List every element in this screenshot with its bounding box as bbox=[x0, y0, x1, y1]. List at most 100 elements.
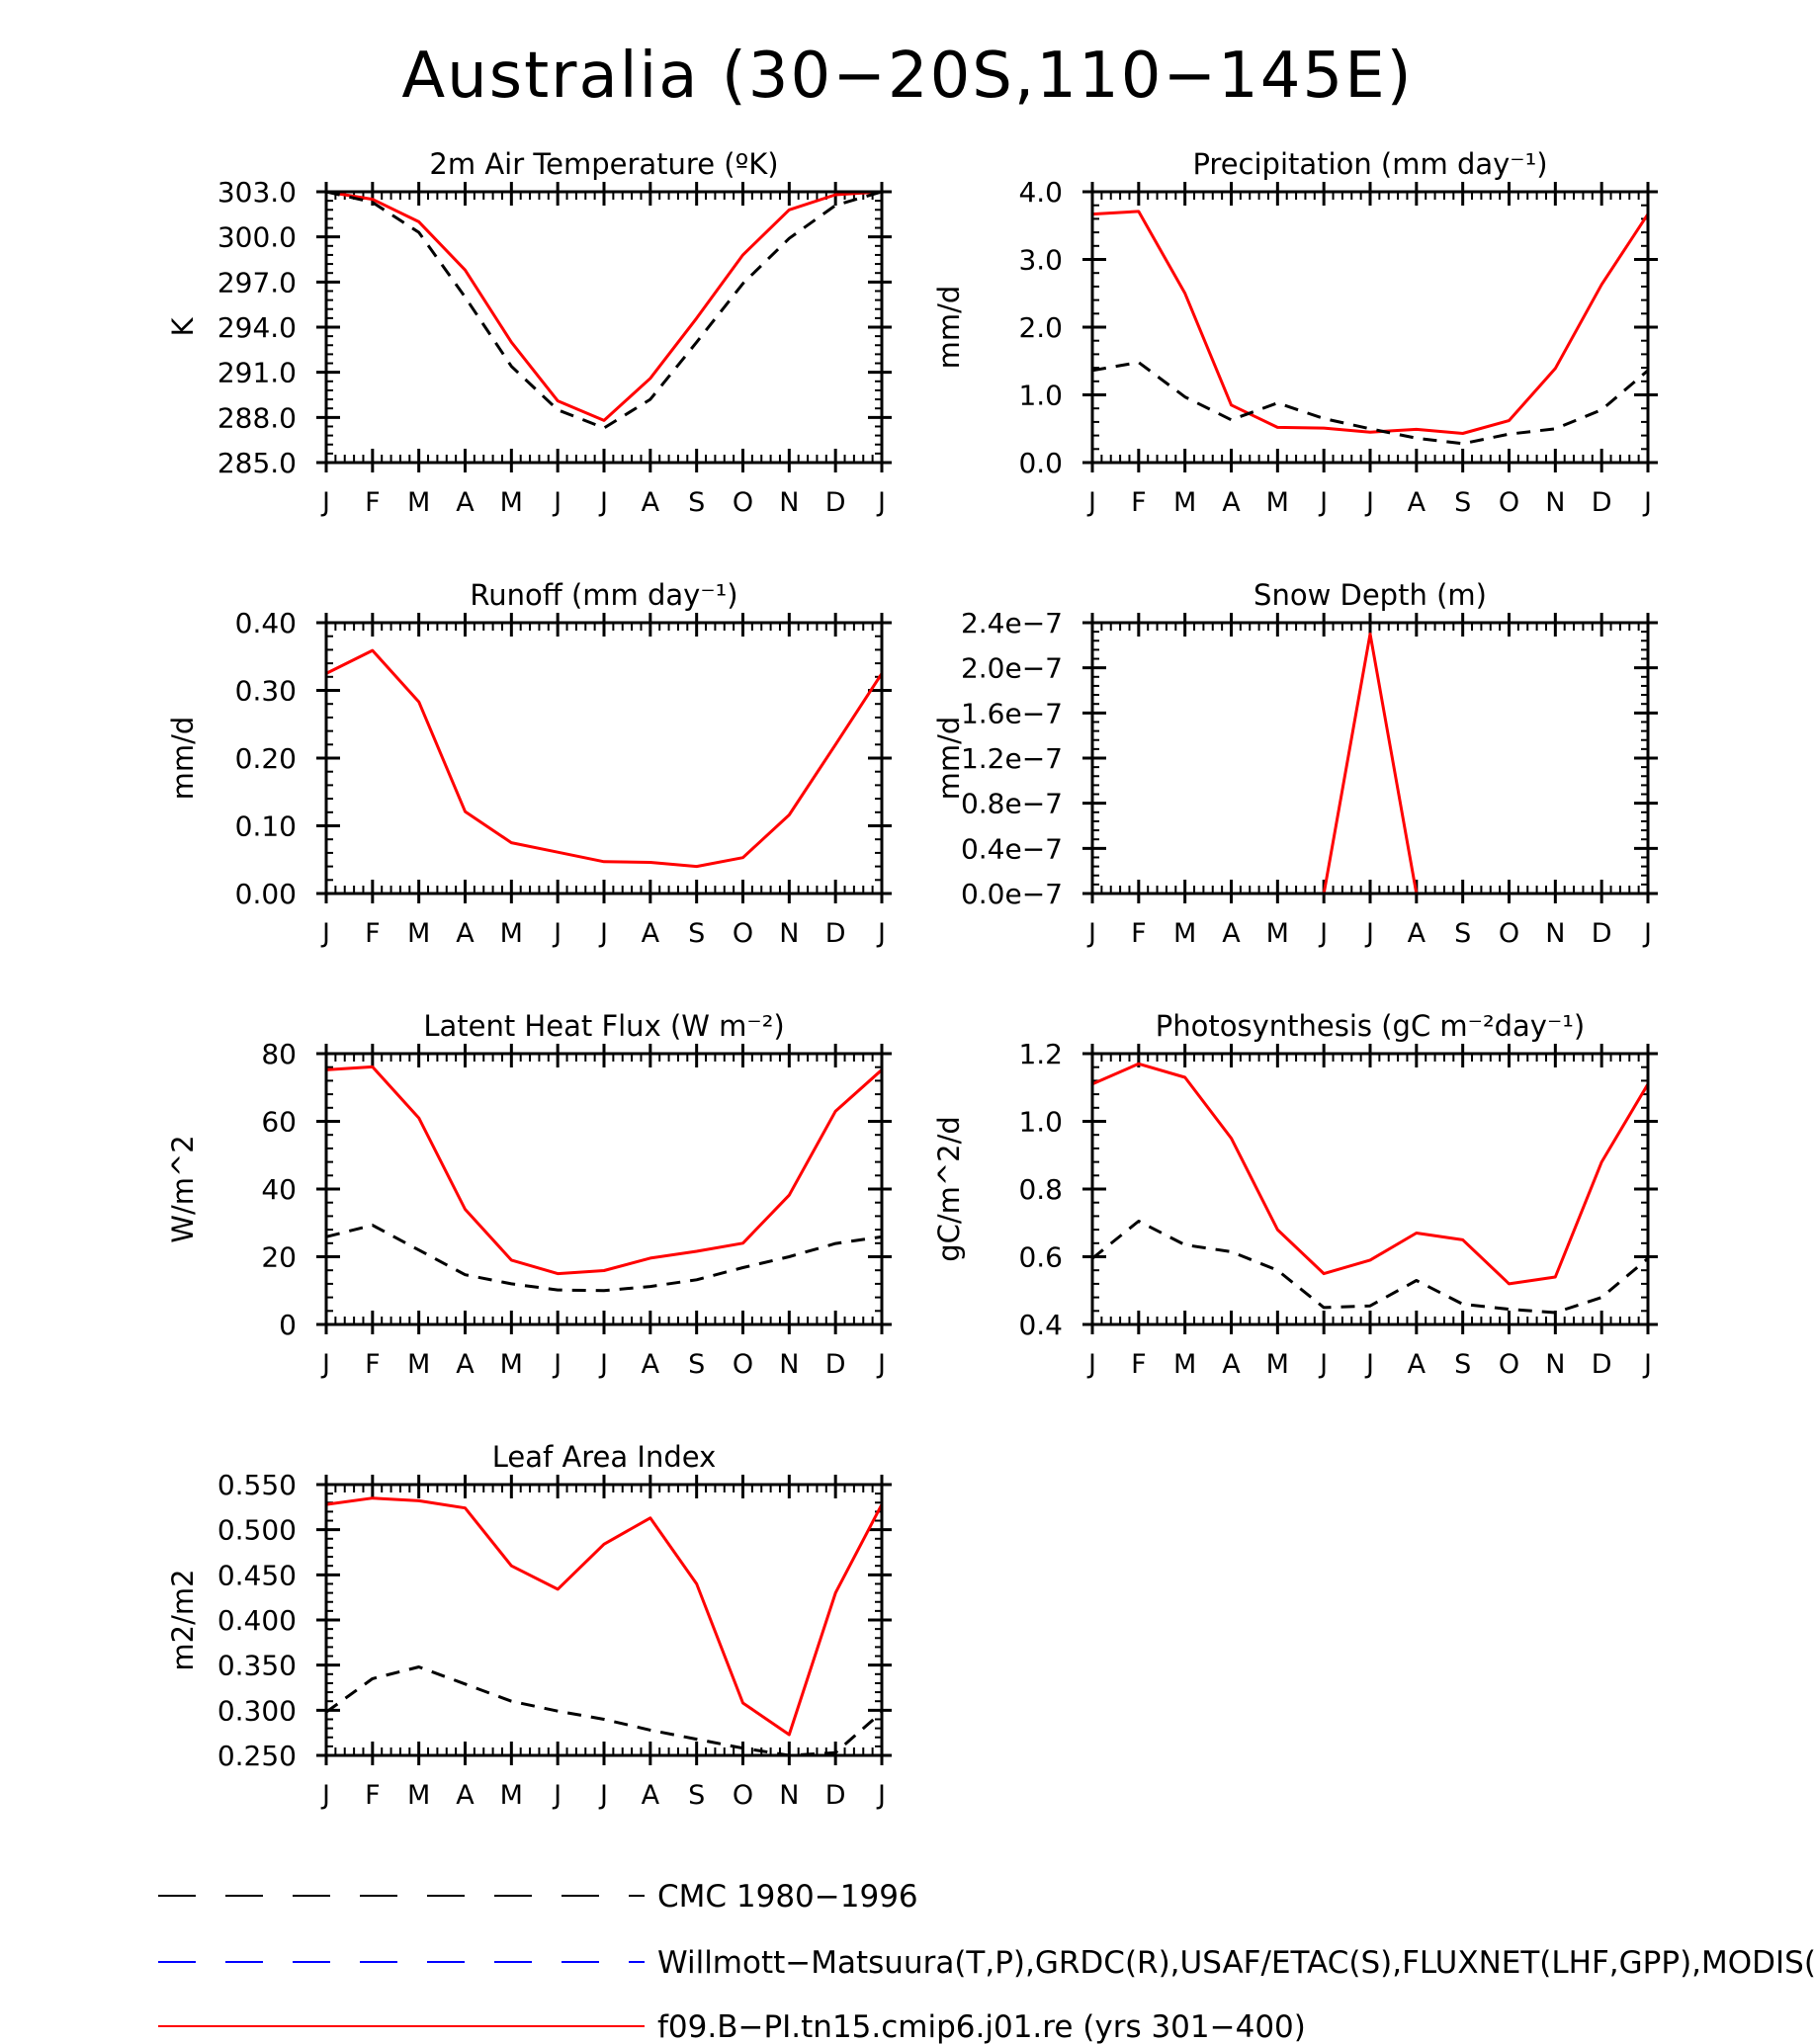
x-tick-label: F bbox=[365, 487, 381, 518]
x-tick-label: F bbox=[365, 1780, 381, 1811]
y-tick-label: 4.0 bbox=[1018, 176, 1063, 209]
x-tick-label: A bbox=[1222, 918, 1241, 949]
chart-title: 2m Air Temperature (ºK) bbox=[429, 147, 778, 181]
x-tick-label: S bbox=[688, 487, 705, 518]
model-series-line bbox=[1092, 632, 1648, 895]
x-tick-label: J bbox=[876, 1780, 886, 1811]
x-tick-label: M bbox=[500, 1780, 523, 1811]
y-tick-label: 0.250 bbox=[217, 1740, 297, 1772]
chart-panels: 2m Air Temperature (ºK)KJ F M A M J J A S O N D J285… bbox=[166, 147, 1658, 1811]
x-tick-label: M bbox=[407, 918, 430, 949]
y-tick-label: 300.0 bbox=[217, 221, 297, 254]
x-tick-label: S bbox=[688, 918, 705, 949]
y-tick-label: 2.0e−7 bbox=[961, 652, 1063, 685]
model-series-line bbox=[325, 1496, 884, 1737]
x-tick-label: A bbox=[642, 1780, 660, 1811]
y-tick-label: 0.300 bbox=[217, 1694, 297, 1727]
y-tick-label: 0.400 bbox=[217, 1604, 297, 1637]
x-tick-label: N bbox=[779, 487, 799, 518]
minor-ticks bbox=[326, 1485, 882, 1755]
y-axis-label: mm/d bbox=[932, 286, 966, 370]
x-tick-label: D bbox=[1592, 487, 1612, 518]
chart-panel-3: Runoff (mm day⁻¹)mm/dJ F M A M J J A S O N D J0.000.… bbox=[166, 578, 892, 949]
plot-frame bbox=[1090, 190, 1650, 465]
y-tick-label: 0.20 bbox=[235, 742, 297, 775]
x-tick-label: S bbox=[688, 1349, 705, 1380]
chart-title: Latent Heat Flux (W m⁻²) bbox=[423, 1009, 784, 1043]
plot-frame bbox=[324, 621, 884, 895]
y-axis-label: mm/d bbox=[932, 717, 966, 801]
x-tick-label: S bbox=[1454, 487, 1471, 518]
y-tick-label: 0.8e−7 bbox=[961, 788, 1063, 820]
x-tick-label: J bbox=[1642, 1349, 1652, 1380]
y-tick-label: 0.6 bbox=[1018, 1241, 1063, 1274]
x-tick-label: O bbox=[1499, 918, 1519, 949]
model-series-line bbox=[325, 1065, 883, 1276]
y-tick-label: 0.10 bbox=[235, 810, 297, 843]
legend-label: f09.B−PI.tn15.cmip6.j01.re (yrs 301−400) bbox=[657, 2009, 1306, 2044]
x-tick-label: M bbox=[500, 487, 523, 518]
x-tick-label: M bbox=[1266, 487, 1289, 518]
x-tick-label: F bbox=[1131, 918, 1147, 949]
x-tick-label: O bbox=[733, 918, 753, 949]
x-tick-label: J bbox=[876, 1349, 886, 1380]
chart-title: Leaf Area Index bbox=[492, 1440, 716, 1474]
x-tick-label: O bbox=[1499, 487, 1519, 518]
x-tick-label: M bbox=[500, 1349, 523, 1380]
y-tick-label: 294.0 bbox=[217, 311, 297, 344]
y-tick-label: 0.0 bbox=[1018, 447, 1063, 479]
minor-ticks bbox=[1092, 192, 1648, 463]
chart-title: Snow Depth (m) bbox=[1253, 578, 1487, 612]
y-tick-label: 0.450 bbox=[217, 1559, 297, 1591]
model-series-line bbox=[1091, 1062, 1650, 1286]
x-tick-label: O bbox=[1499, 1349, 1519, 1380]
legend-entry: f09.B−PI.tn15.cmip6.j01.re (yrs 301−400) bbox=[158, 2009, 1306, 2044]
x-tick-label: A bbox=[456, 487, 475, 518]
x-tick-label: M bbox=[407, 1780, 430, 1811]
x-tick-label: A bbox=[456, 1349, 475, 1380]
x-tick-label: O bbox=[733, 487, 753, 518]
x-tick-label: J bbox=[1086, 487, 1096, 518]
y-axis-label: m2/m2 bbox=[166, 1569, 200, 1670]
x-tick-label: M bbox=[1266, 1349, 1289, 1380]
chart-panel-6: Photosynthesis (gC m⁻²day⁻¹)gC/m^2/dJ F M A… bbox=[932, 1009, 1658, 1380]
chart-title: Runoff (mm day⁻¹) bbox=[470, 578, 737, 612]
plot-frame bbox=[1090, 1052, 1650, 1326]
y-tick-label: 0.4e−7 bbox=[961, 832, 1063, 865]
model-series-line bbox=[325, 648, 884, 869]
y-tick-label: 0.350 bbox=[217, 1650, 297, 1682]
y-tick-label: 291.0 bbox=[217, 357, 297, 389]
minor-ticks bbox=[1092, 1054, 1648, 1324]
x-tick-label: A bbox=[1222, 1349, 1241, 1380]
y-tick-label: 0 bbox=[279, 1309, 297, 1341]
x-tick-label: A bbox=[642, 1349, 660, 1380]
x-tick-label: A bbox=[1222, 487, 1241, 518]
x-tick-label: F bbox=[365, 1349, 381, 1380]
x-tick-label: O bbox=[733, 1349, 753, 1380]
x-tick-label: J bbox=[320, 918, 330, 949]
cmc-series-line bbox=[1091, 361, 1649, 446]
y-tick-label: 0.00 bbox=[235, 878, 297, 910]
y-tick-label: 3.0 bbox=[1018, 244, 1063, 277]
y-tick-label: 303.0 bbox=[217, 176, 297, 209]
x-tick-label: J bbox=[320, 487, 330, 518]
y-tick-label: 1.0 bbox=[1018, 1106, 1063, 1139]
x-tick-label: N bbox=[1545, 1349, 1565, 1380]
x-tick-label: J bbox=[552, 918, 562, 949]
x-tick-label: D bbox=[1592, 1349, 1612, 1380]
x-tick-label: A bbox=[1408, 487, 1426, 518]
y-axis-label: gC/m^2/d bbox=[932, 1116, 966, 1262]
y-axis-label: W/m^2 bbox=[166, 1135, 200, 1242]
plot-frame bbox=[324, 1052, 884, 1326]
minor-ticks bbox=[1092, 623, 1648, 894]
x-tick-label: S bbox=[1454, 1349, 1471, 1380]
x-tick-label: J bbox=[552, 487, 562, 518]
x-tick-label: J bbox=[598, 1780, 608, 1811]
x-tick-label: A bbox=[1408, 918, 1426, 949]
x-tick-label: J bbox=[598, 1349, 608, 1380]
x-tick-label: M bbox=[1173, 1349, 1196, 1380]
x-tick-label: J bbox=[876, 918, 886, 949]
x-tick-label: J bbox=[1364, 487, 1374, 518]
x-tick-label: J bbox=[1318, 487, 1328, 518]
